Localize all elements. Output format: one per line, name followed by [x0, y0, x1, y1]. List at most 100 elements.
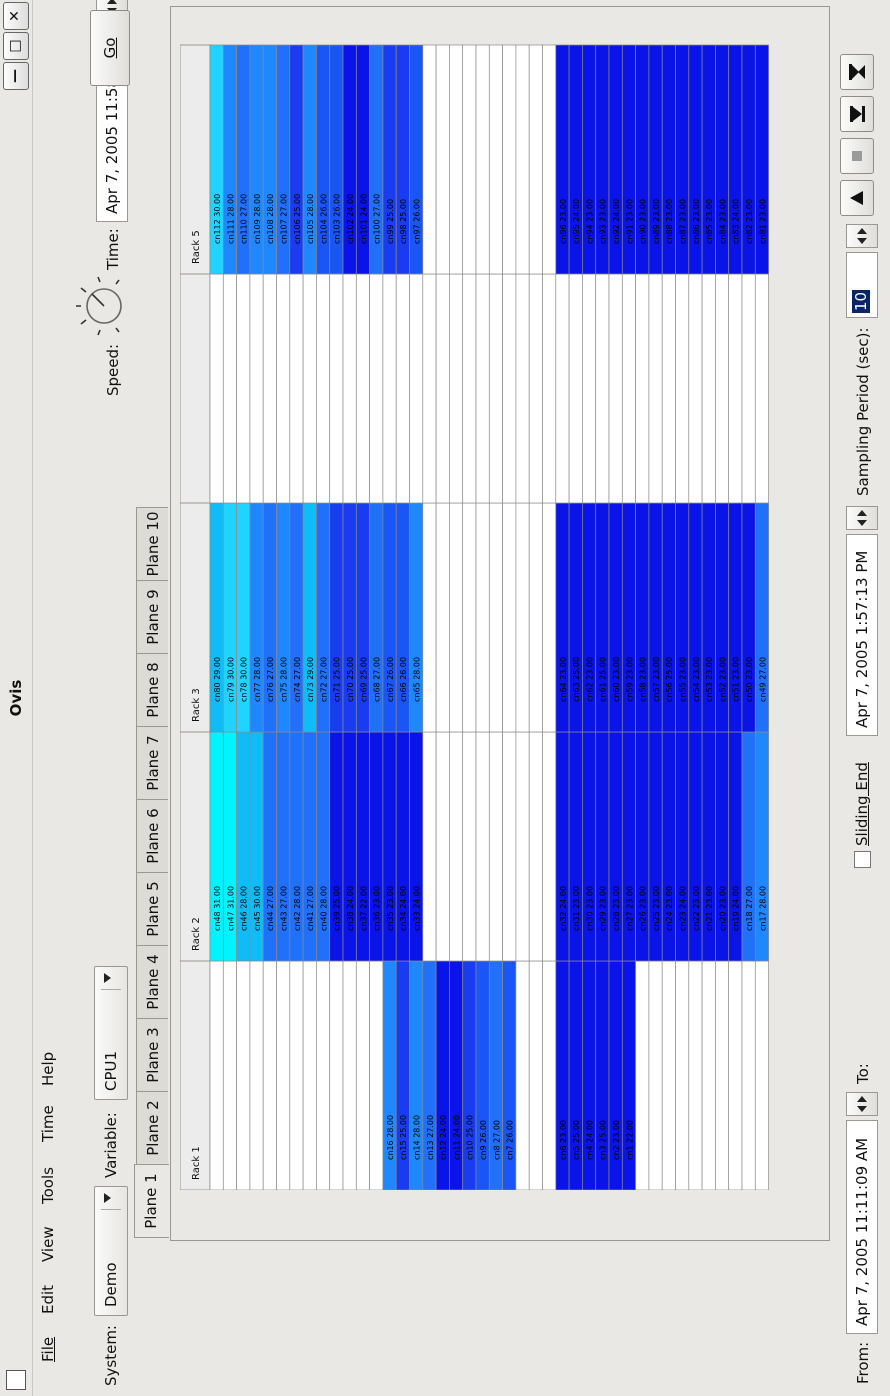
menu-time[interactable]: Time	[39, 1105, 57, 1142]
tab-plane-4[interactable]: Plane 4	[136, 945, 168, 1019]
menu-edit[interactable]: Edit	[39, 1285, 57, 1314]
node-label: cn17 28.00	[758, 886, 767, 931]
stop-button[interactable]	[840, 138, 874, 174]
tab-plane-7[interactable]: Plane 7	[136, 726, 168, 800]
sliding-end-checkbox[interactable]	[854, 851, 871, 868]
menu-view[interactable]: View	[39, 1226, 57, 1262]
node-cell[interactable]	[754, 44, 769, 275]
skip-end-button[interactable]	[840, 54, 874, 90]
tab-plane-10[interactable]: Plane 10	[136, 507, 168, 581]
empty-slot	[289, 273, 304, 504]
menu-tools[interactable]: Tools	[39, 1167, 57, 1204]
empty-slot	[435, 44, 450, 275]
node-label: cn13 27.00	[426, 1115, 435, 1160]
node-label: cn48 31.00	[213, 886, 222, 931]
rack-name: Rack 1	[191, 1146, 202, 1180]
node-label: cn36 23.00	[373, 886, 382, 931]
tab-plane-8[interactable]: Plane 8	[136, 653, 168, 727]
node-label: cn98 25.00	[399, 199, 408, 244]
maximize-button[interactable]: □	[3, 32, 29, 60]
node-label: cn61 25.00	[599, 657, 608, 702]
empty-slot	[502, 273, 517, 504]
node-label: cn18 27.00	[745, 886, 754, 931]
node-label: cn89 23.00	[652, 199, 661, 244]
go-button[interactable]: Go	[90, 10, 130, 86]
step-button[interactable]	[840, 96, 874, 132]
system-select[interactable]: Demo	[94, 1186, 128, 1316]
empty-slot	[715, 960, 730, 1190]
empty-slot	[422, 273, 437, 504]
menu-help[interactable]: Help	[39, 1052, 57, 1086]
node-label: cn111 28.00	[226, 194, 235, 244]
system-label: System:	[102, 1325, 120, 1386]
empty-slot	[502, 502, 517, 733]
from-field[interactable]: Apr 7, 2005 11:11:09 AM	[846, 1120, 878, 1334]
menu-file[interactable]: File	[39, 1337, 57, 1362]
node-label: cn104 26.00	[319, 194, 328, 244]
node-label: cn91 23.00	[625, 199, 634, 244]
arrow-right-icon	[857, 228, 867, 234]
variable-select[interactable]: CPU1	[94, 966, 128, 1100]
tab-plane-9[interactable]: Plane 9	[136, 580, 168, 654]
node-label: cn59 23.00	[625, 657, 634, 702]
node-label: cn22 23.00	[692, 886, 701, 931]
empty-slot	[661, 273, 676, 504]
empty-slot	[236, 273, 251, 504]
node-label: cn103 26.00	[333, 194, 342, 244]
empty-slot	[342, 960, 357, 1190]
tab-plane-2[interactable]: Plane 2	[136, 1091, 168, 1165]
node-label: cn6 23.00	[559, 1120, 568, 1160]
arrow-left-icon	[857, 1106, 867, 1112]
empty-slot	[342, 273, 357, 504]
rack-name: Rack 3	[191, 688, 202, 722]
empty-slot	[542, 731, 557, 962]
empty-slot	[236, 960, 251, 1190]
node-label: cn73 29.00	[306, 657, 315, 702]
node-label: cn34 24.00	[399, 886, 408, 931]
empty-slot	[715, 273, 730, 504]
node-label: cn77 28.00	[253, 657, 262, 702]
minimize-button[interactable]: —	[3, 62, 29, 90]
node-label: cn41 27.00	[306, 886, 315, 931]
speed-knob-icon[interactable]	[76, 276, 128, 336]
play-button[interactable]	[840, 180, 874, 216]
node-label: cn105 28.00	[306, 194, 315, 244]
empty-slot	[462, 502, 477, 733]
sampling-spinner[interactable]	[846, 224, 878, 248]
empty-slot	[422, 731, 437, 962]
node-label: cn28 23.00	[612, 886, 621, 931]
node-label: cn12 24.00	[439, 1115, 448, 1160]
empty-slot	[209, 960, 224, 1190]
node-label: cn92 24.00	[612, 199, 621, 244]
empty-slot	[409, 273, 424, 504]
node-label: cn57 23.00	[652, 657, 661, 702]
arrow-right-icon	[107, 0, 117, 4]
close-button[interactable]: ✕	[3, 2, 29, 30]
menu-file-label: File	[39, 1336, 57, 1362]
skip-end-icon	[849, 64, 865, 80]
node-label: cn27 23.00	[625, 886, 634, 931]
window-title: Ovis	[7, 679, 25, 717]
empty-slot	[688, 960, 703, 1190]
arrow-left-icon	[857, 238, 867, 244]
play-icon	[850, 191, 863, 205]
tab-plane-1[interactable]: Plane 1	[134, 1164, 169, 1238]
node-label: cn108 28.00	[266, 194, 275, 244]
empty-slot	[302, 273, 317, 504]
end-time-spinner[interactable]	[846, 506, 878, 530]
node-label: cn51 23.00	[732, 657, 741, 702]
sampling-period-field[interactable]: 10	[846, 252, 878, 318]
node-label: cn8 27.00	[492, 1120, 501, 1160]
tab-plane-5[interactable]: Plane 5	[136, 872, 168, 946]
node-label: cn35 23.00	[386, 886, 395, 931]
tab-plane-6[interactable]: Plane 6	[136, 799, 168, 873]
title-bar: Ovis — □ ✕	[0, 0, 33, 1396]
rack-grid: Rack 1 cn16 28.00 cn15 25.00 cn14 28.00 cn13…	[180, 44, 769, 1190]
tab-plane-3[interactable]: Plane 3	[136, 1018, 168, 1092]
node-label: cn33 24.00	[413, 886, 422, 931]
empty-slot	[621, 273, 636, 504]
empty-slot	[329, 273, 344, 504]
from-spinner[interactable]	[846, 1092, 878, 1116]
empty-slot	[475, 502, 490, 733]
end-time-field[interactable]: Apr 7, 2005 1:57:13 PM	[846, 534, 878, 736]
